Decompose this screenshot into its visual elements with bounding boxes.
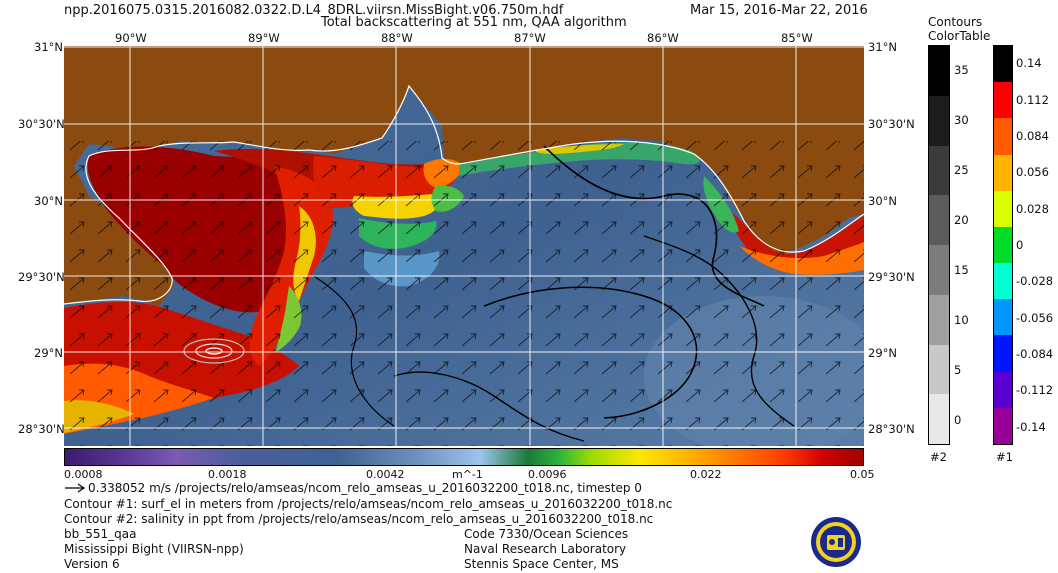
current-vectors <box>64 141 864 446</box>
colortable-legend-swatch <box>994 263 1012 300</box>
contour-line <box>543 145 765 307</box>
version-text: Version 6 <box>64 557 120 571</box>
vector-scale-text: 0.338052 m/s /projects/relo/amseas/ncom_… <box>88 481 642 495</box>
colortable-legend-id: #1 <box>996 450 1013 464</box>
contour-legend-tick: 25 <box>954 163 969 177</box>
contour-legend-swatch <box>929 245 949 295</box>
colorbar-tick: 0.0042 <box>366 468 405 481</box>
lat-lon-grid <box>64 46 864 446</box>
contour-legend-id: #2 <box>930 450 947 464</box>
contour-legend-swatch <box>929 46 949 96</box>
contour-legend-tick: 15 <box>954 263 969 277</box>
coastline <box>64 84 460 305</box>
colortable-legend-swatch <box>994 190 1012 227</box>
contour1-text: Contour #1: surf_el in meters from /proj… <box>64 497 673 511</box>
colorbar-tick: 0.0096 <box>528 468 567 481</box>
land-mass <box>64 46 864 306</box>
contour-legend-swatch <box>929 95 949 146</box>
contour-legend-swatch <box>929 394 949 444</box>
vector-arrow-icon <box>65 483 86 493</box>
contour-legend-tick: 0 <box>954 413 962 427</box>
lat-label-right: 29°N <box>868 346 897 360</box>
lon-label-top: 85°W <box>781 31 813 45</box>
lon-label-top: 90°W <box>115 31 147 45</box>
colortable-legend-swatch <box>994 407 1012 444</box>
colorbar-unit: m^-1 <box>452 468 483 481</box>
org-line-2: Naval Research Laboratory <box>464 542 627 556</box>
contour-line <box>393 371 585 442</box>
colortable-legend-tick: -0.056 <box>1016 310 1054 325</box>
colorbar-tick: 0.022 <box>690 468 722 481</box>
colortable-legend-tick: 0.14 <box>1016 56 1042 71</box>
colorbar-tick: 0.0018 <box>208 468 247 481</box>
lat-label-right: 29°30'N <box>868 270 915 284</box>
contour-line <box>643 235 795 427</box>
colortable-legend-tick: -0.112 <box>1016 383 1054 398</box>
lat-label-left: 28°30'N <box>18 422 65 436</box>
colortable-legend-tick: 0.028 <box>1016 201 1049 216</box>
product-name: bb_551_qaa <box>64 527 137 541</box>
colortable-legend-swatch <box>994 82 1012 119</box>
lon-label-top: 89°W <box>248 31 280 45</box>
colortable-legend-swatch <box>994 226 1012 264</box>
colortable-legend-swatch <box>994 154 1012 191</box>
salinity-contour <box>183 338 245 364</box>
colortable-legend-swatch <box>994 299 1012 336</box>
contour2-text: Contour #2: salinity in ppt from /projec… <box>64 512 654 526</box>
colortable-legend-tick: -0.084 <box>1016 347 1054 362</box>
contour-legend-bar <box>928 45 950 445</box>
colortable-legend-tick: 0.112 <box>1016 92 1049 107</box>
lat-label-right: 30°30'N <box>868 117 915 131</box>
org-line-1: Code 7330/Ocean Sciences <box>464 527 629 541</box>
colortable-legend-tick: 0.084 <box>1016 128 1049 143</box>
dataset-filename: npp.2016075.0315.2016082.0322.D.L4_8DRL.… <box>64 3 564 18</box>
colortable-legend-swatch <box>994 335 1012 372</box>
salinity-contour <box>205 347 223 355</box>
lat-label-right: 31°N <box>868 40 897 54</box>
colortable-legend-tick: 0.056 <box>1016 165 1049 180</box>
coastline <box>458 140 864 253</box>
contour-legend-tick: 35 <box>954 63 969 77</box>
colortable-legend-tick: -0.028 <box>1016 274 1054 289</box>
colortable-legend-swatch <box>994 46 1012 83</box>
contour-legend-swatch <box>929 195 949 245</box>
legend-title-colortable: ColorTable <box>928 29 991 43</box>
colortable-legend-swatch <box>994 371 1012 408</box>
lat-label-right: 28°30'N <box>868 422 915 436</box>
lat-label-left: 30°30'N <box>18 117 65 131</box>
colortable-legend-swatch <box>994 118 1012 155</box>
lon-label-top: 87°W <box>514 31 546 45</box>
lat-label-left: 31°N <box>34 40 63 54</box>
contour-legend-swatch <box>929 294 949 345</box>
lon-label-top: 86°W <box>647 31 679 45</box>
date-range: Mar 15, 2016-Mar 22, 2016 <box>690 3 868 18</box>
org-line-3: Stennis Space Center, MS <box>464 557 619 571</box>
lat-label-right: 30°N <box>868 194 897 208</box>
region-name: Mississippi Bight (VIIRSN-npp) <box>64 542 244 556</box>
colorbar <box>64 448 864 466</box>
lat-label-left: 29°30'N <box>18 270 65 284</box>
nrl-seal-icon <box>811 517 861 567</box>
colortable-legend-bar <box>993 45 1013 445</box>
legend-title-contours: Contours <box>928 15 983 29</box>
contour-legend-tick: 10 <box>954 313 969 327</box>
salinity-contour <box>195 343 233 359</box>
lon-label-top: 88°W <box>381 31 413 45</box>
contour-legend-swatch <box>929 344 949 395</box>
product-title: Total backscattering at 551 nm, QAA algo… <box>321 15 627 30</box>
map-panel[interactable] <box>64 46 864 446</box>
contour-legend-swatch <box>929 145 949 196</box>
contour-legend-tick: 20 <box>954 213 969 227</box>
contour-legend-tick: 30 <box>954 113 969 127</box>
colortable-legend-tick: -0.14 <box>1016 419 1046 434</box>
contour-legend-tick: 5 <box>954 363 962 377</box>
colortable-legend-tick: 0 <box>1016 238 1024 252</box>
lat-label-left: 29°N <box>34 346 63 360</box>
colorbar-tick: 0.05 <box>850 468 875 481</box>
colorbar-tick: 0.0008 <box>64 468 103 481</box>
lat-label-left: 30°N <box>34 194 63 208</box>
contour-line <box>313 275 395 427</box>
